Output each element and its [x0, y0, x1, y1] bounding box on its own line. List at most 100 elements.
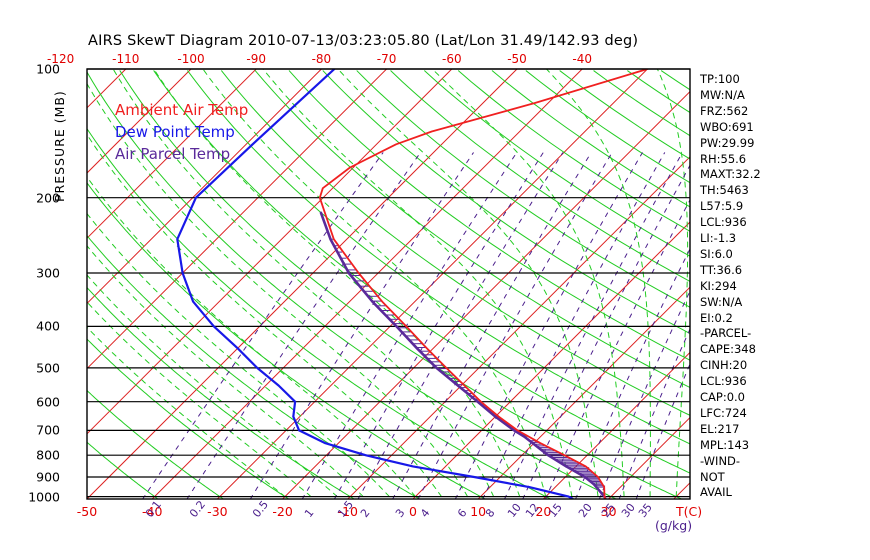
bottom-temp-tick-label: 0 — [409, 504, 417, 519]
pressure-tick-label: 500 — [36, 360, 60, 376]
parameter-item: AVAIL — [700, 485, 732, 500]
isotherm-line — [804, 69, 870, 499]
dry-adiabat-line — [153, 70, 690, 474]
pressure-tick-label: 100 — [36, 61, 60, 77]
parameter-item: RH:55.6 — [700, 151, 747, 166]
top-temp-tick-label: -60 — [441, 52, 462, 66]
parameter-item: FRZ:562 — [700, 103, 749, 118]
parameter-item: TT:36.6 — [700, 262, 743, 277]
parameter-item: EL:217 — [700, 421, 740, 436]
dry-adiabat-line — [254, 70, 690, 389]
mixing-ratio-unit-label: (g/kg) — [655, 518, 693, 533]
isotherm-line — [542, 351, 690, 499]
moist-adiabat-line — [431, 69, 625, 498]
moist-adiabat-line — [112, 69, 495, 498]
isotherm-line — [739, 69, 870, 499]
moist-adiabat-line — [87, 82, 469, 498]
moist-adiabat-line — [202, 69, 547, 498]
pressure-tick-label: 300 — [36, 265, 60, 281]
mixing-ratio-line — [618, 327, 690, 499]
pressure-tick-label: 200 — [36, 190, 60, 206]
top-temp-tick-label: -80 — [311, 52, 332, 66]
top-temp-tick-label: -40 — [572, 52, 592, 66]
moist-adiabat-line — [153, 69, 521, 498]
legend-air-parcel-temp: Air Parcel Temp — [115, 145, 231, 163]
moist-adiabat-line — [546, 69, 651, 498]
isotherm-line — [87, 69, 322, 305]
dry-adiabat-line — [87, 127, 551, 499]
parameter-item: LCL:936 — [700, 215, 747, 230]
plot-frame — [86, 68, 691, 500]
parameter-item: MAXT:32.2 — [700, 167, 761, 182]
dry-adiabat-line — [87, 71, 617, 499]
parameter-item: EI:0.2 — [700, 310, 733, 325]
parameter-item: SI:6.0 — [700, 246, 733, 261]
bottom-temp-tick-label: 10 — [470, 504, 487, 519]
parameter-item: LCL:936 — [700, 374, 747, 389]
moist-adiabat-line — [87, 274, 338, 498]
bottom-temp-tick-label: -20 — [272, 504, 293, 519]
dry-adiabat-line — [390, 70, 690, 283]
pressure-tick-label: 600 — [36, 394, 60, 410]
parameter-item: CAP:0.0 — [700, 390, 745, 404]
parameter-item: TP:100 — [700, 72, 740, 86]
pressure-axis-label: PRESSURE (MB) — [52, 90, 67, 202]
top-temp-tick-label: -70 — [376, 52, 397, 66]
dry-adiabat-line — [119, 70, 682, 499]
parameter-item: SW:N/A — [700, 294, 743, 309]
legend-ambient-air-temp: Ambient Air Temp — [115, 101, 249, 119]
temperature-unit-label: T(C) — [676, 504, 703, 519]
isotherm-line — [347, 156, 690, 499]
mixing-ratio-line — [249, 152, 474, 499]
pressure-tick-label: 1000 — [28, 489, 60, 505]
isotherm-line — [87, 69, 257, 239]
dry-adiabat-line — [356, 70, 690, 308]
dry-adiabat-line — [322, 70, 690, 335]
moist-adiabat-line — [87, 212, 390, 498]
dry-adiabat-line — [87, 286, 355, 499]
bottom-temp-tick-label: -50 — [76, 504, 98, 519]
parameter-item: CINH:20 — [700, 358, 748, 373]
moist-adiabat-line — [87, 245, 364, 498]
parameter-item: L57:5.9 — [700, 199, 744, 214]
mixing-ratio-line — [575, 247, 690, 499]
bottom-temp-tick-label: 30 — [600, 504, 617, 519]
dry-adiabat-line — [87, 338, 290, 499]
top-temp-tick-label: -110 — [112, 52, 140, 66]
dry-adiabat-line — [729, 71, 870, 253]
dry-adiabat-line — [87, 234, 421, 499]
parameter-item: MPL:143 — [700, 437, 750, 452]
bottom-temp-tick-label: -30 — [207, 504, 228, 519]
parameter-item: CAPE:348 — [700, 342, 756, 357]
parameter-item: NOT — [700, 469, 725, 484]
ambient-air-temp-trace — [318, 69, 649, 499]
pressure-tick-label: 900 — [36, 469, 60, 485]
bottom-temp-tick-label: 20 — [535, 504, 552, 519]
isotherm-line — [87, 69, 388, 370]
dry-adiabat-line — [424, 70, 690, 257]
dry-adiabat-line — [661, 70, 690, 91]
dry-adiabat-line — [491, 70, 690, 208]
dry-adiabat-line — [525, 70, 690, 184]
dry-adiabat-line — [458, 70, 690, 232]
pressure-tick-label: 800 — [36, 447, 60, 463]
isotherm-line — [477, 286, 690, 499]
isotherm-line — [282, 90, 690, 499]
mixing-ratio-line — [598, 290, 690, 499]
bottom-temp-tick-label: -40 — [141, 504, 163, 519]
dry-adiabat-line — [221, 70, 690, 416]
legend-dew-point-temp: Dew Point Temp — [115, 123, 235, 141]
dry-adiabat-line — [288, 70, 690, 361]
dry-adiabat-line — [87, 389, 224, 499]
parameter-item: TH:5463 — [700, 183, 749, 198]
moist-adiabat-line — [87, 133, 442, 498]
mixing-ratio-line — [301, 152, 517, 499]
dry-adiabat-line — [559, 70, 690, 160]
moist-adiabat-line — [262, 69, 573, 498]
mixing-ratio-line — [454, 152, 643, 499]
dew-point-temp-trace — [176, 69, 574, 499]
parameter-item: WBO:691 — [700, 119, 754, 134]
pressure-tick-label: 700 — [36, 422, 60, 438]
